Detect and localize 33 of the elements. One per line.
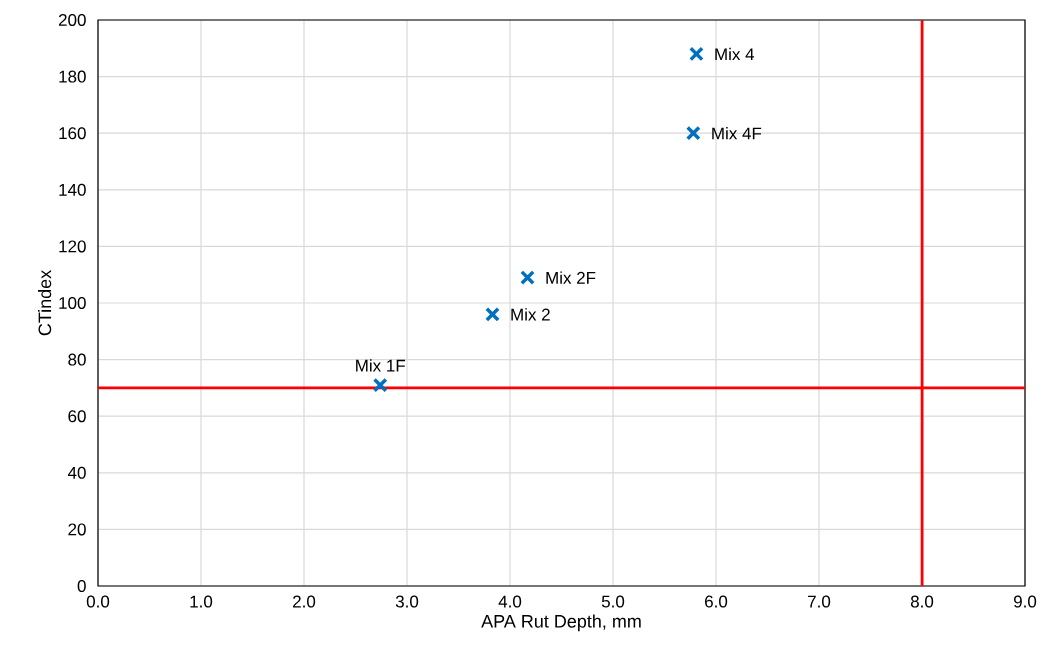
x-tick-label: 4.0 bbox=[498, 595, 522, 608]
x-tick-label: 6.0 bbox=[705, 595, 728, 608]
y-tick-label: 60 bbox=[68, 410, 86, 423]
annotation: Mix 4 bbox=[715, 47, 755, 61]
point bbox=[372, 377, 388, 393]
point bbox=[685, 125, 701, 141]
x-tick-label: 2.0 bbox=[293, 595, 316, 608]
x-tick-label: 1.0 bbox=[190, 595, 213, 608]
y-tick-label: 160 bbox=[59, 127, 86, 140]
x-tick-label: 8.0 bbox=[910, 595, 934, 608]
y-tick-label: 120 bbox=[59, 240, 86, 253]
annotation: Mix 4F bbox=[712, 127, 762, 140]
x-tick-label: 0.0 bbox=[86, 595, 110, 608]
x-tick-label: 5.0 bbox=[601, 595, 625, 608]
y-tick-label: 100 bbox=[59, 296, 86, 310]
y-axis-title: CTindex bbox=[38, 270, 52, 336]
point bbox=[485, 306, 500, 322]
y-tick-label: 20 bbox=[68, 523, 86, 536]
y-tick-label: 200 bbox=[58, 13, 86, 27]
point bbox=[520, 270, 535, 285]
x-tick-label: 3.0 bbox=[395, 595, 419, 608]
annotation: Mix 1F bbox=[356, 359, 406, 372]
y-tick-label: 180 bbox=[59, 70, 86, 83]
x-tick-label: 9.0 bbox=[1013, 595, 1037, 608]
y-tick-label: 40 bbox=[67, 466, 86, 479]
point bbox=[689, 46, 704, 62]
y-tick-label: 140 bbox=[59, 183, 86, 196]
annotation: Mix 2F bbox=[546, 271, 596, 284]
x-tick-label: 7.0 bbox=[808, 595, 831, 608]
y-tick-label: 0 bbox=[77, 579, 86, 593]
annotation: Mix 2 bbox=[511, 308, 550, 321]
y-tick-label: 80 bbox=[68, 353, 86, 366]
x-axis-title: APA Rut Depth, mm bbox=[481, 614, 641, 632]
